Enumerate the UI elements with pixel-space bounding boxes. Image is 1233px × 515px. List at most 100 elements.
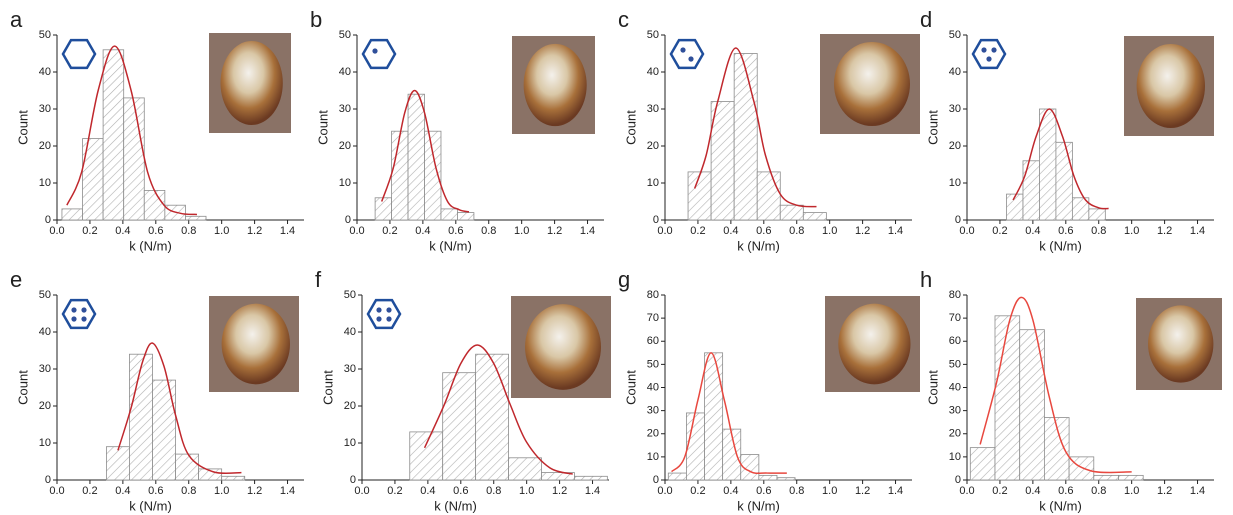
y-tick-label: 20 <box>949 140 961 152</box>
x-tick-label: 1.2 <box>1157 485 1172 497</box>
afm-image <box>1136 44 1206 128</box>
icon-dot <box>981 47 987 53</box>
y-tick-label: 80 <box>647 289 659 301</box>
y-tick-label: 40 <box>949 381 961 393</box>
hexagon-icon <box>669 38 705 70</box>
fit-curve <box>66 45 198 216</box>
histogram-panel <box>969 296 1144 481</box>
histogram-panel <box>61 45 207 221</box>
fit-curve <box>979 296 1132 474</box>
bar <box>704 352 724 481</box>
bar <box>1019 329 1045 481</box>
bar <box>185 215 207 221</box>
bar <box>1088 208 1106 221</box>
x-tick-label: 1.0 <box>1124 485 1139 497</box>
y-tick-label: 0 <box>350 474 356 486</box>
bar <box>758 474 778 481</box>
x-tick-label: 0.2 <box>992 225 1007 237</box>
icon-dot <box>991 47 997 53</box>
x-tick-label: 0.2 <box>690 225 705 237</box>
y-tick-label: 0 <box>45 214 51 226</box>
icon-dot <box>71 316 77 322</box>
bar <box>756 171 781 221</box>
bar <box>175 453 200 481</box>
y-tick-label: 30 <box>949 103 961 115</box>
x-tick-label: 1.0 <box>514 225 529 237</box>
panel-letter: f <box>315 267 322 292</box>
x-tick-label: 0.8 <box>1091 485 1106 497</box>
bar <box>424 130 442 221</box>
y-tick-label: 10 <box>339 177 351 189</box>
panel-letter: h <box>920 267 932 292</box>
x-tick-label: 1.4 <box>1190 485 1205 497</box>
x-tick-label: 0.2 <box>382 225 397 237</box>
bar <box>123 97 145 221</box>
y-tick-label: 50 <box>949 29 961 41</box>
bar <box>129 353 153 481</box>
hexagon-icon <box>61 38 97 70</box>
x-tick-label: 0.2 <box>690 485 705 497</box>
icon-dot <box>376 316 382 322</box>
y-tick-label: 30 <box>39 363 51 375</box>
x-tick-label: 0.0 <box>959 225 974 237</box>
hexagon-icon <box>61 298 97 330</box>
histogram-panel <box>667 352 796 481</box>
bar <box>374 197 392 221</box>
x-tick-label: 0.8 <box>181 485 196 497</box>
x-tick-label: 1.0 <box>214 485 229 497</box>
fit-curve <box>117 342 242 475</box>
x-tick-label: 0.6 <box>453 485 468 497</box>
x-tick-label: 1.4 <box>280 485 295 497</box>
y-tick-label: 40 <box>339 66 351 78</box>
y-tick-label: 50 <box>647 29 659 41</box>
afm-image <box>221 303 290 385</box>
y-tick-label: 30 <box>339 103 351 115</box>
y-tick-label: 40 <box>39 66 51 78</box>
x-tick-label: 0.6 <box>1058 485 1073 497</box>
y-tick-label: 20 <box>39 400 51 412</box>
y-tick-label: 50 <box>647 358 659 370</box>
y-tick-label: 30 <box>344 363 356 375</box>
fit-curve <box>693 47 817 208</box>
hexagon-icon <box>361 38 397 70</box>
y-tick-label: 30 <box>647 103 659 115</box>
bar <box>687 171 712 221</box>
bar <box>391 130 409 221</box>
y-tick-label: 20 <box>39 140 51 152</box>
panel-letter: a <box>10 7 23 32</box>
fit-curve <box>380 89 470 213</box>
histogram-panel <box>409 344 608 481</box>
bar <box>61 208 83 221</box>
icon-dot <box>81 307 87 313</box>
bar <box>407 93 425 221</box>
bar <box>198 468 223 481</box>
icon-dot <box>372 48 378 54</box>
bar <box>733 53 758 221</box>
bar <box>442 372 477 481</box>
histogram-panel <box>687 47 827 221</box>
bar <box>409 431 444 481</box>
x-tick-label: 0.2 <box>992 485 1007 497</box>
y-tick-label: 50 <box>344 289 356 301</box>
x-tick-label: 0.0 <box>49 225 64 237</box>
panel-letter: d <box>920 7 932 32</box>
x-tick-label: 1.4 <box>580 225 595 237</box>
bar <box>740 454 760 481</box>
histogram-panel <box>106 342 246 481</box>
x-tick-label: 1.2 <box>552 485 567 497</box>
y-tick-label: 0 <box>345 214 351 226</box>
y-tick-label: 0 <box>653 474 659 486</box>
x-axis-title: k (N/m) <box>1039 498 1082 513</box>
x-tick-label: 1.2 <box>547 225 562 237</box>
x-tick-label: 1.4 <box>280 225 295 237</box>
y-tick-label: 70 <box>949 312 961 324</box>
y-tick-label: 10 <box>344 437 356 449</box>
bar <box>440 208 458 221</box>
bar <box>802 212 827 221</box>
bar <box>776 477 796 481</box>
x-axis-title: k (N/m) <box>737 498 780 513</box>
y-tick-label: 60 <box>949 335 961 347</box>
icon-dot <box>71 307 77 313</box>
x-tick-label: 0.0 <box>657 485 672 497</box>
